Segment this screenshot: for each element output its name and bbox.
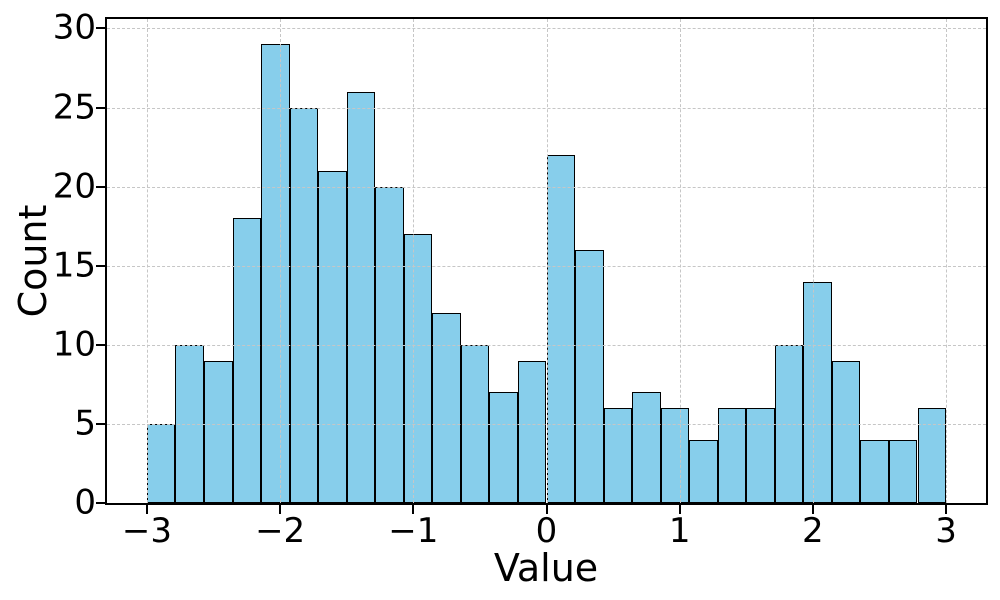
y-tick-label: 25 bbox=[52, 86, 96, 127]
x-tick-label: 1 bbox=[668, 511, 691, 551]
y-tick-label: 5 bbox=[74, 403, 96, 444]
histogram-bar bbox=[546, 155, 576, 503]
plot-area bbox=[105, 17, 988, 505]
x-tick-mark bbox=[145, 505, 148, 514]
histogram-bar bbox=[289, 107, 319, 503]
bars-layer bbox=[107, 19, 986, 503]
histogram-bar bbox=[346, 91, 376, 503]
y-tick-label: 20 bbox=[52, 165, 96, 206]
histogram-bar bbox=[603, 408, 633, 503]
histogram-bar bbox=[860, 439, 889, 503]
horizontal-gridline bbox=[107, 344, 986, 346]
histogram-bar bbox=[403, 234, 433, 503]
histogram-bar bbox=[146, 423, 176, 503]
x-tick-mark bbox=[279, 505, 282, 514]
histogram-bar bbox=[689, 439, 718, 503]
y-tick-mark bbox=[96, 502, 105, 504]
x-tick-mark bbox=[945, 505, 948, 514]
x-tick-label: 2 bbox=[802, 511, 824, 551]
y-tick-label: 15 bbox=[52, 245, 96, 286]
histogram-bar bbox=[831, 360, 861, 503]
y-tick-mark bbox=[96, 27, 105, 30]
histogram-bar bbox=[660, 408, 690, 503]
vertical-gridline bbox=[146, 19, 148, 503]
vertical-gridline bbox=[280, 19, 282, 503]
vertical-gridline bbox=[546, 19, 548, 503]
x-tick-label: −1 bbox=[388, 511, 439, 551]
vertical-gridline bbox=[946, 19, 948, 503]
y-tick-mark bbox=[96, 185, 105, 188]
histogram-bar bbox=[375, 186, 404, 503]
y-tick-label: 10 bbox=[52, 324, 96, 365]
y-tick-label: 0 bbox=[74, 482, 96, 523]
histogram-bar bbox=[888, 439, 918, 503]
histogram-bar bbox=[717, 408, 747, 503]
vertical-gridline bbox=[679, 19, 681, 503]
x-tick-label: 3 bbox=[935, 511, 957, 551]
x-axis-label: Value bbox=[493, 546, 599, 590]
horizontal-gridline bbox=[107, 265, 986, 267]
y-tick-mark bbox=[96, 264, 105, 267]
histogram-bar bbox=[803, 281, 832, 503]
x-tick-label: 0 bbox=[535, 511, 558, 551]
x-tick-mark bbox=[545, 505, 548, 514]
y-tick-mark bbox=[96, 422, 105, 425]
histogram-bar bbox=[632, 392, 661, 503]
y-axis-label: Count bbox=[11, 204, 55, 318]
histogram-bar bbox=[460, 344, 490, 503]
histogram-bar bbox=[204, 360, 233, 503]
y-tick-label: 30 bbox=[52, 7, 96, 48]
x-tick-mark bbox=[811, 505, 814, 514]
histogram-bar bbox=[575, 249, 604, 503]
histogram-bar bbox=[261, 44, 290, 503]
histogram-bar bbox=[489, 392, 518, 503]
histogram-bar bbox=[232, 218, 262, 503]
x-tick-mark bbox=[678, 505, 681, 514]
x-tick-label: −3 bbox=[121, 511, 173, 551]
histogram-bar bbox=[774, 344, 804, 503]
histogram-bar bbox=[917, 408, 947, 503]
horizontal-gridline bbox=[107, 28, 986, 30]
horizontal-gridline bbox=[107, 186, 986, 188]
x-tick-mark bbox=[412, 505, 415, 514]
histogram-bar bbox=[318, 170, 347, 503]
histogram-bar bbox=[175, 344, 205, 503]
y-tick-mark bbox=[96, 106, 105, 109]
histogram-bar bbox=[517, 360, 547, 503]
histogram-bar bbox=[432, 313, 461, 503]
grid-layer bbox=[107, 19, 986, 503]
horizontal-gridline bbox=[107, 107, 986, 109]
histogram-bar bbox=[746, 408, 775, 503]
x-tick-label: −2 bbox=[255, 511, 306, 551]
vertical-gridline bbox=[812, 19, 814, 503]
vertical-gridline bbox=[413, 19, 415, 503]
horizontal-gridline bbox=[107, 423, 986, 425]
y-tick-mark bbox=[96, 343, 105, 346]
